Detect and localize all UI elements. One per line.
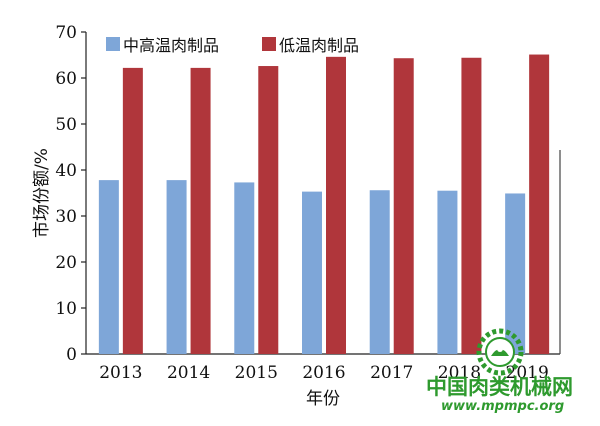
bar-low-temp-2018 [461,57,482,354]
bar-low-temp-2015 [258,66,279,354]
x-tick-label: 2014 [167,363,210,383]
y-axis-title: 市场份额/% [32,148,52,238]
legend-label-series-2: 低温肉制品 [279,36,359,55]
bar-mid-high-temp-2019 [505,193,526,354]
x-tick-label: 2013 [99,363,142,383]
watermark: 中国肉类机械网 www.mpmpc.org [426,328,573,414]
watermark-url: www.mpmpc.org [441,399,564,414]
y-tick-label: 20 [55,253,77,273]
bar-mid-high-temp-2018 [437,190,458,354]
bar-low-temp-2014 [190,67,211,354]
y-tick-label: 40 [55,161,77,181]
y-tick-label: 60 [55,69,77,89]
bar-mid-high-temp-2016 [302,191,322,354]
legend-swatch-series-1 [106,37,120,51]
bar-mid-high-temp-2014 [166,180,187,354]
legend-swatch-series-2 [262,37,276,51]
bar-mid-high-temp-2017 [369,190,390,354]
watermark-site-name: 中国肉类机械网 [426,375,573,399]
bar-mid-high-temp-2015 [234,182,255,354]
x-tick-label: 2016 [302,363,345,383]
y-tick-label: 10 [55,299,77,319]
x-tick-label: 2015 [235,363,278,383]
y-tick-label: 0 [66,345,77,365]
x-axis-title: 年份 [306,389,340,409]
bar-low-temp-2017 [393,58,414,354]
plot-area [85,32,561,355]
bar-low-temp-2016 [326,56,346,355]
x-tick-label: 2018 [438,363,481,383]
y-tick-label: 70 [55,23,77,43]
y-tick-label: 50 [55,115,77,135]
x-axis-ticks: 2013 2014 2015 2016 2017 2018 2019 [99,363,549,383]
y-axis-ticks: 0 10 20 30 40 50 60 70 [55,23,86,365]
bar-low-temp-2013 [122,67,143,354]
bar-series [98,54,550,355]
y-tick-label: 30 [55,207,77,227]
legend-label-series-1: 中高温肉制品 [123,36,219,55]
legend: 中高温肉制品 低温肉制品 [106,36,359,55]
bar-low-temp-2019 [529,54,550,354]
bar-mid-high-temp-2013 [98,180,119,354]
x-tick-label: 2017 [370,363,413,383]
gear-logo-icon [476,328,524,376]
